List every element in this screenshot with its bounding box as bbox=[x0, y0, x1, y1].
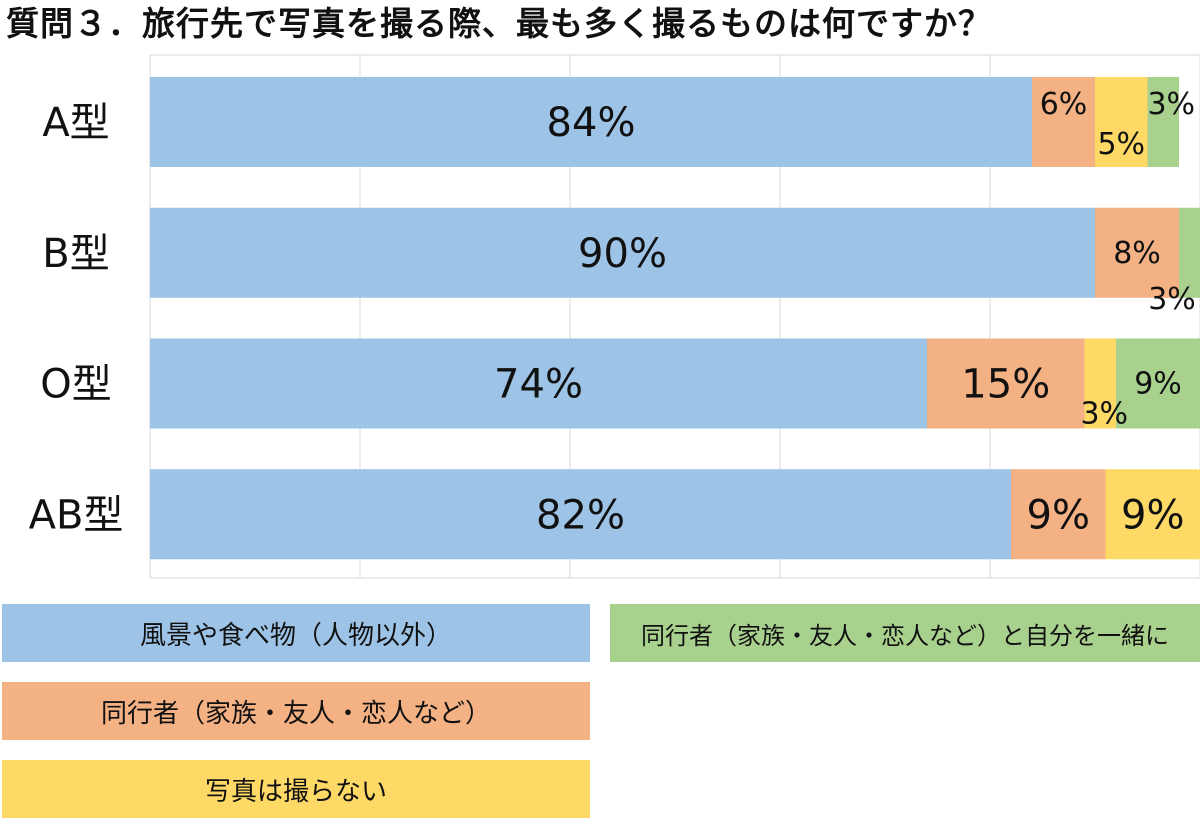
data-label: 6% bbox=[1040, 87, 1088, 122]
bar-segment bbox=[1084, 338, 1116, 429]
bar-segment bbox=[150, 207, 1095, 298]
bars: 84% 6%5%3%90% 8%3%74% 15%3%9%82% 9% 9% bbox=[150, 77, 1200, 560]
legend-label-no-photo: 写真は撮らない bbox=[204, 776, 387, 807]
bar-segment bbox=[150, 469, 1011, 560]
bar-segment bbox=[1095, 207, 1179, 298]
category-label: AB型 bbox=[29, 492, 124, 538]
data-label: 3% bbox=[1080, 397, 1128, 432]
bar-chart: 84% 6%5%3%90% 8%3%74% 15%3%9%82% 9% 9% A型B型O型… bbox=[29, 54, 1200, 579]
data-label: 74% bbox=[494, 362, 583, 408]
bar-segment bbox=[1116, 338, 1200, 429]
bar-segment bbox=[1147, 77, 1179, 167]
bar-segment bbox=[150, 338, 927, 429]
legend-item-with-self: 同行者（家族・友人・恋人など）と自分を一緒に bbox=[610, 604, 1200, 662]
legend-label-with-self: 同行者（家族・友人・恋人など）と自分を一緒に bbox=[641, 621, 1169, 650]
data-label: 84% bbox=[547, 100, 636, 146]
data-label: 9% bbox=[1121, 492, 1184, 538]
legend-item-companions: 同行者（家族・友人・恋人など） bbox=[2, 682, 590, 740]
data-label: 82% bbox=[536, 492, 625, 538]
data-label: 9% bbox=[1134, 367, 1182, 402]
bar-segment bbox=[1095, 77, 1148, 167]
category-labels: A型 B型 O型 AB型 bbox=[29, 100, 124, 538]
bar-segment bbox=[1011, 469, 1106, 560]
legend-label-scenery: 風景や食べ物（人物以外） bbox=[139, 620, 452, 651]
category-label: B型 bbox=[42, 231, 109, 277]
data-label: 3% bbox=[1147, 87, 1195, 122]
bar-segment bbox=[1105, 469, 1200, 560]
data-label: 9% bbox=[1027, 492, 1090, 538]
bar-segment bbox=[1179, 207, 1200, 298]
data-label: 15% bbox=[961, 362, 1050, 408]
bar-segment bbox=[1032, 77, 1095, 167]
legend-label-companions: 同行者（家族・友人・恋人など） bbox=[100, 698, 491, 729]
legend-item-no-photo: 写真は撮らない bbox=[2, 760, 590, 818]
category-label: A型 bbox=[42, 100, 109, 146]
category-label: O型 bbox=[40, 362, 111, 408]
bar-segment bbox=[927, 338, 1085, 429]
bar-segment bbox=[150, 77, 1032, 167]
data-label: 8% bbox=[1113, 236, 1161, 271]
data-label: 5% bbox=[1097, 127, 1145, 162]
data-label: 90% bbox=[578, 231, 667, 277]
chart-title: 質問３．旅行先で写真を撮る際、最も多く撮るものは何ですか？ bbox=[6, 4, 992, 43]
data-label: 3% bbox=[1148, 282, 1196, 317]
legend-item-scenery: 風景や食べ物（人物以外） bbox=[2, 604, 590, 662]
